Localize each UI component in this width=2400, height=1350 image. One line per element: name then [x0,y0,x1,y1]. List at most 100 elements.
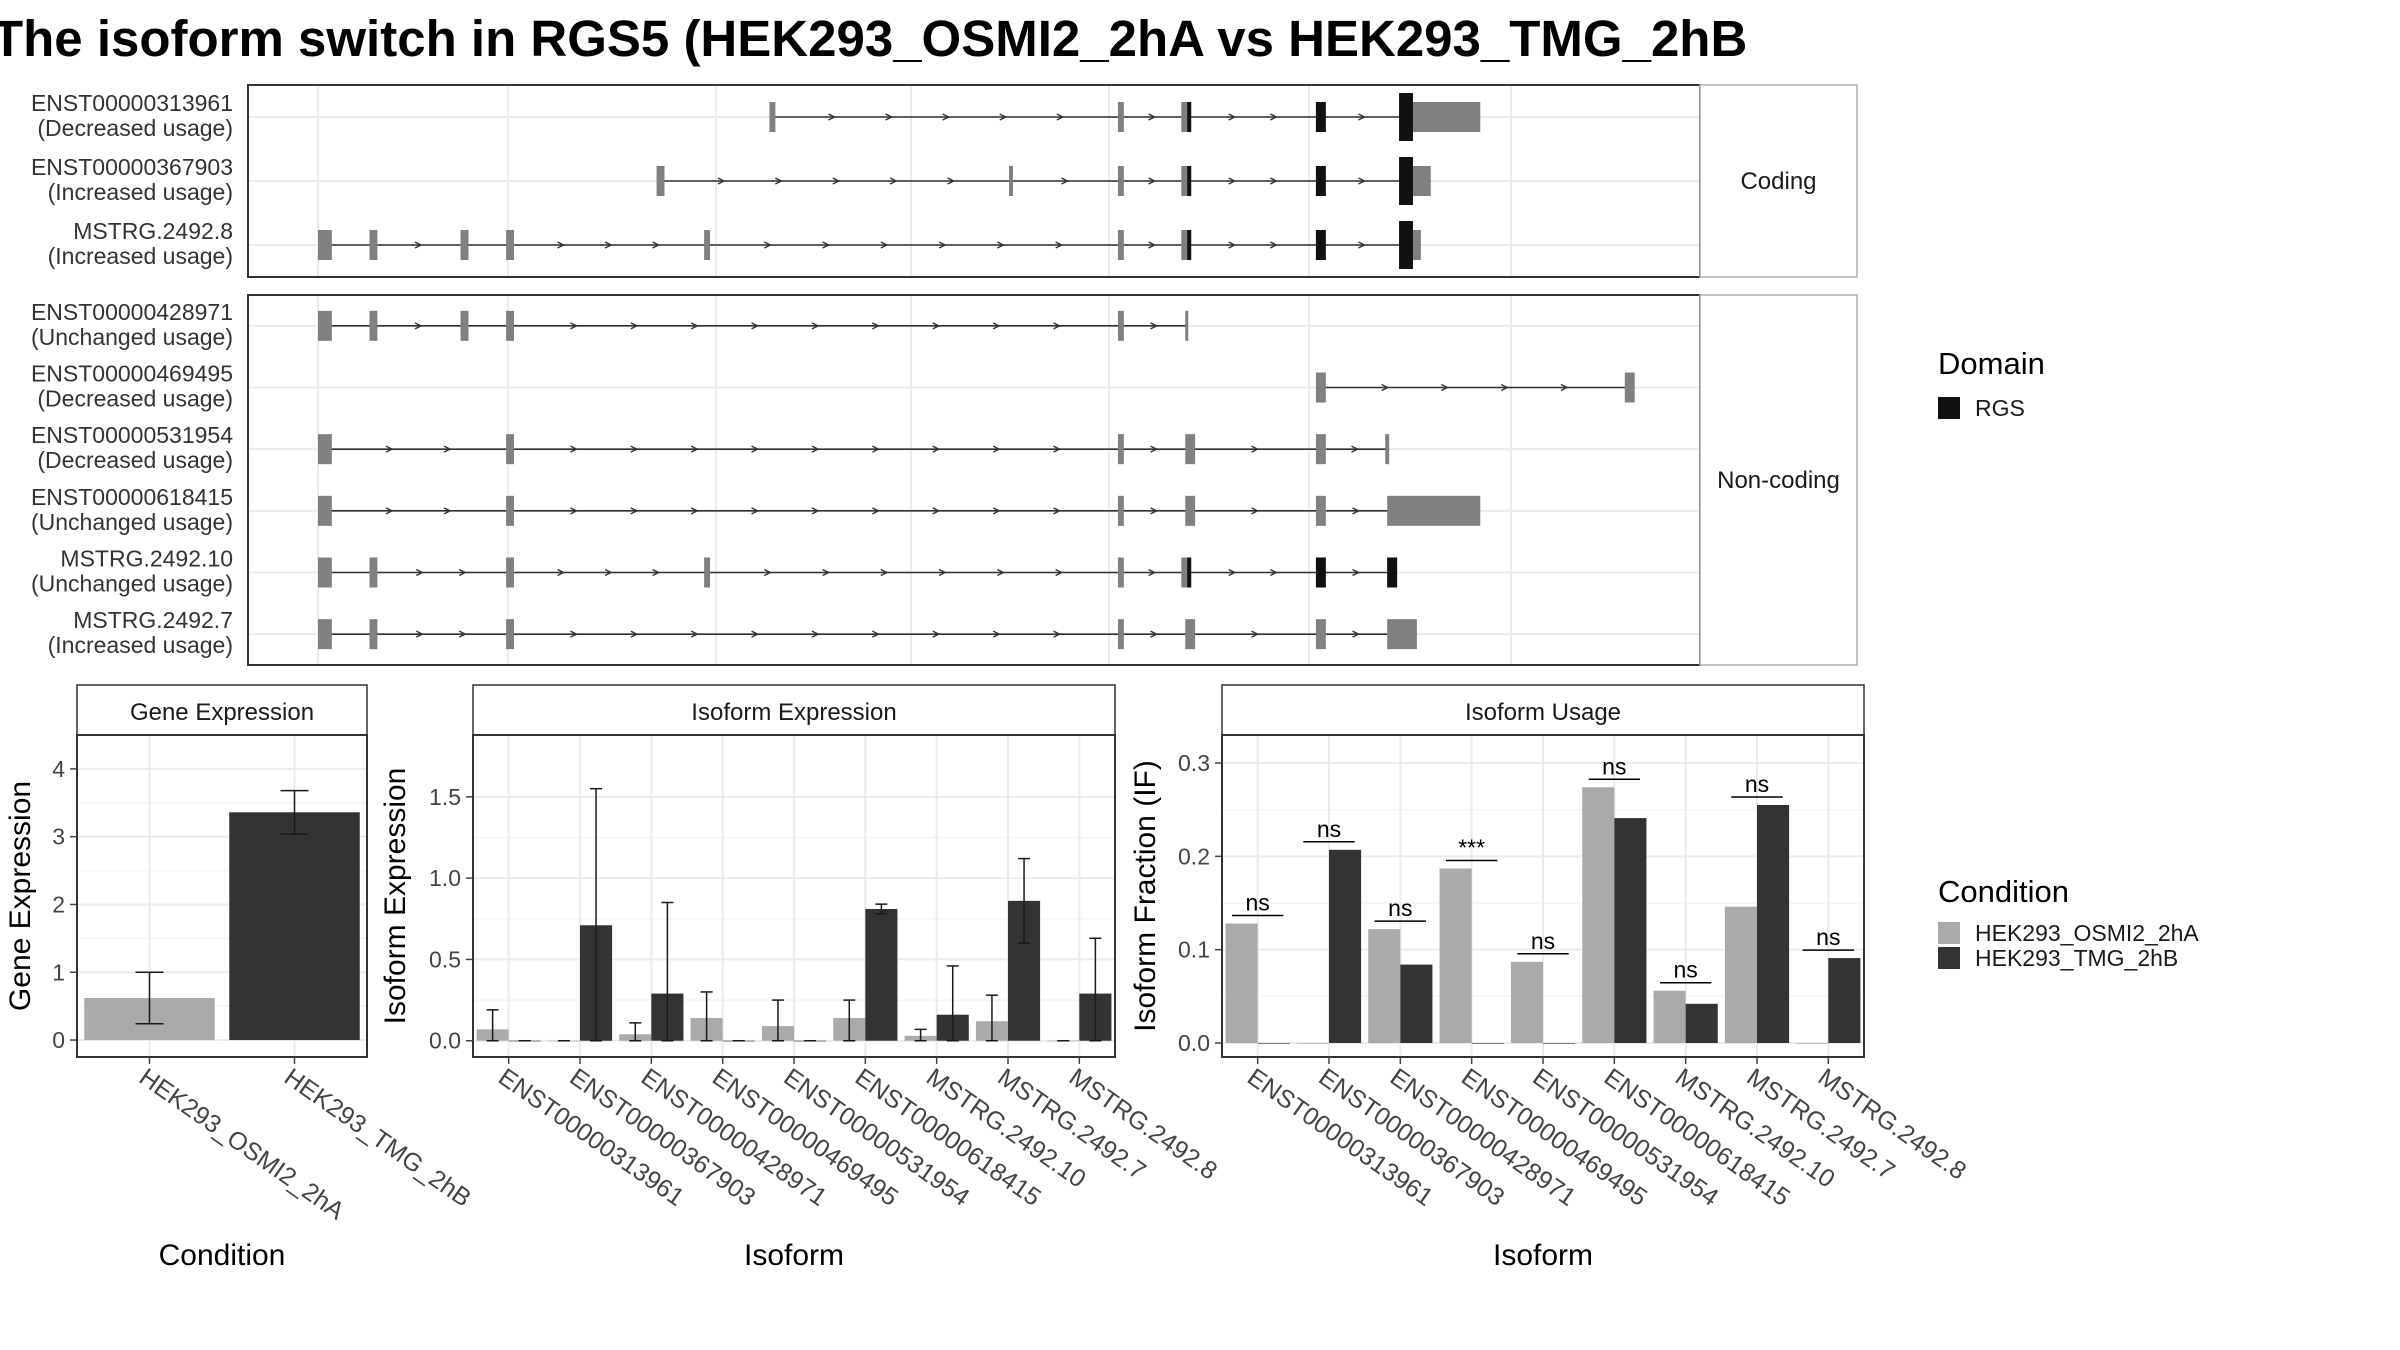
intron-arrow [992,507,1001,515]
x-axis-title: Isoform [1493,1239,1593,1272]
exon [1185,434,1196,465]
isoform-usage: (Decreased usage) [37,115,233,141]
significance-label: ns [1602,753,1626,779]
exon [1412,230,1421,260]
strip-box [76,684,368,736]
isoform-usage: (Increased usage) [48,632,233,658]
rgs-domain [1387,557,1398,588]
intron-arrow [1053,630,1062,638]
domain-legend-swatch [1938,397,1960,419]
significance-label: ns [1816,924,1840,950]
significance-label: *** [1458,834,1485,860]
intron-arrow [1352,507,1361,515]
intron-arrow [811,322,820,330]
intron-arrow [557,568,566,577]
intron-arrow [1148,568,1157,577]
exon [1185,619,1196,650]
bar [1543,1043,1576,1044]
exon [506,310,515,341]
condition-legend-label: HEK293_OSMI2_2hA [1975,920,2199,946]
intron-arrow [1150,507,1159,515]
y-tick-label: 0.1 [1178,937,1210,963]
intron-arrow [751,630,760,638]
exon [1181,230,1192,260]
intron-arrow [1150,322,1159,330]
intron-arrow [458,630,467,638]
intron-arrow [828,113,837,121]
exon [369,230,378,260]
isoform-row: ENST00000469495(Decreased usage) [31,361,1700,412]
exon [704,557,711,588]
exon [369,619,378,650]
condition-legend-label: HEK293_TMG_2hB [1975,945,2178,971]
y-tick-label: 0 [52,1027,65,1053]
condition-legend-swatch [1938,947,1960,969]
exon [1315,619,1326,650]
intron-arrow [938,568,947,577]
isoform-usage: (Unchanged usage) [31,571,233,597]
y-axis-title: Isoform Fraction (IF) [1129,760,1162,1032]
structure-panel-0: ENST00000313961(Decreased usage)ENST0000… [31,84,1858,278]
intron-arrow [1150,445,1159,453]
exon [1117,557,1124,588]
exon [1315,372,1326,403]
exon [1181,557,1192,588]
rgs-domain [1187,102,1192,132]
exon [1181,166,1192,196]
rgs-domain [1315,102,1326,132]
exon [1412,166,1431,196]
intron-arrow [385,445,394,453]
isoform-row: ENST00000367903(Increased usage) [31,154,1700,205]
bar [1439,868,1472,1043]
exon [1181,102,1192,132]
intron-arrow [992,445,1001,453]
x-axis-title: Condition [159,1239,286,1272]
bar [1257,1043,1290,1044]
strip-box [1221,684,1865,736]
y-tick-label: 2 [52,891,65,917]
y-tick-label: 0.0 [1178,1030,1210,1056]
exon [1385,434,1390,465]
intron-arrow [999,113,1008,121]
bar [1685,1003,1718,1043]
intron-arrow [570,445,578,453]
exon [1387,619,1417,650]
intron-arrow [604,241,613,249]
intron-arrow [415,630,424,638]
rgs-domain [1187,557,1192,588]
intron-arrow [1352,568,1361,577]
strip-label: Isoform Expression [691,699,896,726]
significance-label: ns [1745,771,1769,797]
exon [656,166,665,196]
exon [506,230,515,260]
intron-arrow [997,568,1005,577]
intron-arrow [570,630,578,638]
y-tick-label: 4 [52,756,65,782]
intron-arrow [630,322,639,330]
intron-arrow [1055,568,1064,577]
intron-arrow [880,241,889,249]
intron-arrow [630,445,639,453]
strip-box [1699,84,1858,278]
strip-label: Isoform Usage [1465,699,1621,726]
intron-arrow [872,322,880,330]
isoform-usage: (Increased usage) [48,179,233,205]
intron-arrow [690,322,699,330]
intron-arrow [763,568,772,577]
expression-charts: Gene Expression01234HEK293_OSMI2_2hAHEK2… [4,684,1971,1272]
exon [460,230,469,260]
intron-arrow [1055,241,1064,249]
exon [369,557,378,588]
isoform-name: ENST00000367903 [31,154,233,180]
y-tick-label: 3 [52,824,65,850]
isoform-usage: (Unchanged usage) [31,324,233,350]
isoform-name: MSTRG.2492.7 [73,607,233,633]
rgs-domain [1187,230,1192,260]
intron-arrow [932,445,941,453]
exon [1315,434,1326,465]
exon [318,434,332,465]
strip-box [1699,294,1858,666]
exon [506,619,515,650]
significance-label: ns [1674,957,1698,983]
intron-arrow [1270,241,1278,249]
